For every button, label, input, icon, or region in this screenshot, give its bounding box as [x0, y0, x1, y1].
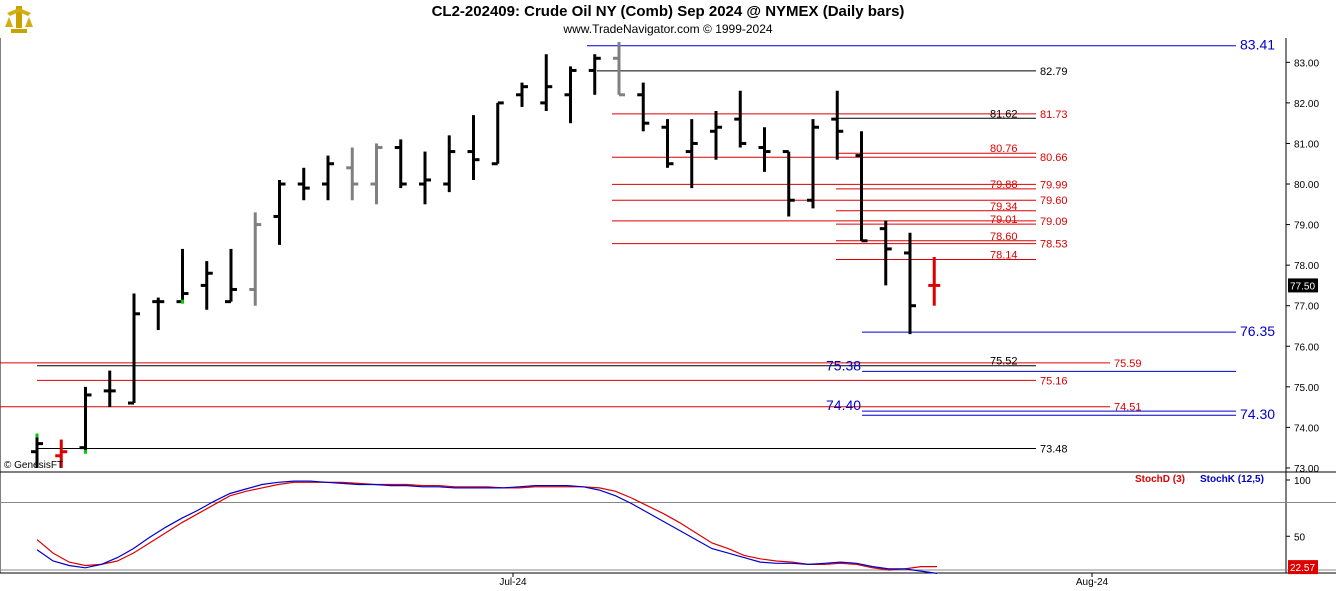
stochk-legend: StochK (12,5): [1200, 474, 1264, 485]
stochk-line: [36, 480, 938, 574]
level-label: 81.62: [990, 108, 1018, 120]
stoch-value-box: [1288, 560, 1318, 575]
price-tick-label: 74.00: [1294, 423, 1319, 434]
stochd-line: [36, 481, 937, 571]
chart-title: CL2-202409: Crude Oil NY (Comb) Sep 2024…: [431, 3, 905, 20]
level-label: 80.76: [990, 143, 1018, 155]
chart-frame: [0, 38, 1336, 574]
level-label: 82.79: [1040, 66, 1068, 78]
price-tick-label: 78.00: [1294, 261, 1319, 272]
stochastic-panel: 100 50 22.57: [0, 476, 1336, 575]
price-tick-label: 73.00: [1294, 464, 1319, 475]
level-label: 79.01: [990, 214, 1018, 226]
signal-mark: [84, 449, 87, 454]
price-bars: [31, 42, 941, 468]
level-label: 74.51: [1114, 402, 1142, 414]
time-axis: Jul-24 Aug-24: [499, 573, 1109, 588]
watermark-text: © GenesisFT: [4, 460, 63, 471]
level-label: 79.60: [1040, 195, 1068, 207]
price-levels: 83.41 82.79 81.73 81.62 80.76 80.66 79.99 79.88…: [0, 37, 1275, 455]
stoch-tick-label: 50: [1294, 532, 1306, 543]
genesis-logo-icon: [3, 3, 35, 35]
level-label: 81.73: [1040, 109, 1068, 121]
level-label: 79.99: [1040, 179, 1068, 191]
stoch-value-label: 22.57: [1290, 563, 1315, 574]
time-tick-label: Aug-24: [1076, 577, 1109, 588]
price-tick-label: 75.00: [1294, 383, 1319, 394]
chart-header: CL2-202409: Crude Oil NY (Comb) Sep 2024…: [0, 0, 1336, 38]
chart-subtitle: www.TradeNavigator.com © 1999-2024: [563, 22, 773, 36]
signal-mark: [35, 433, 39, 438]
level-label: 74.30: [1240, 406, 1275, 422]
level-label: 75.59: [1114, 358, 1142, 370]
price-tick-label: 81.00: [1294, 139, 1319, 150]
level-label: 83.41: [1240, 37, 1275, 53]
level-label: 75.16: [1040, 375, 1068, 387]
stoch-tick-label: 100: [1294, 476, 1311, 487]
level-label: 80.66: [1040, 152, 1068, 164]
last-price-label: 77.50: [1290, 281, 1315, 292]
level-label: 76.35: [1240, 323, 1275, 339]
price-tick-label: 77.00: [1294, 302, 1319, 313]
level-label: 74.40: [826, 397, 861, 413]
last-price-box: [1288, 278, 1318, 293]
level-label: 78.53: [1040, 239, 1068, 251]
time-tick-label: Jul-24: [499, 577, 527, 588]
stochd-legend: StochD (3): [1135, 474, 1185, 485]
level-label: 79.88: [990, 179, 1018, 191]
price-tick-label: 83.00: [1294, 58, 1319, 69]
level-label: 75.38: [826, 357, 861, 373]
signal-mark: [181, 299, 184, 304]
price-tick-label: 79.00: [1294, 221, 1319, 232]
price-tick-label: 80.00: [1294, 180, 1319, 191]
level-label: 73.48: [1040, 443, 1068, 455]
price-tick-label: 82.00: [1294, 99, 1319, 110]
level-label: 79.09: [1040, 216, 1068, 228]
level-label: 75.52: [990, 356, 1018, 368]
price-tick-label: 76.00: [1294, 342, 1319, 353]
level-label: 78.60: [990, 231, 1018, 243]
price-axis: 73.00 74.00 75.00 76.00 77.00 78.00 79.00 80.00…: [1286, 58, 1319, 475]
level-label: 79.34: [990, 201, 1018, 213]
level-label: 78.14: [990, 249, 1018, 261]
